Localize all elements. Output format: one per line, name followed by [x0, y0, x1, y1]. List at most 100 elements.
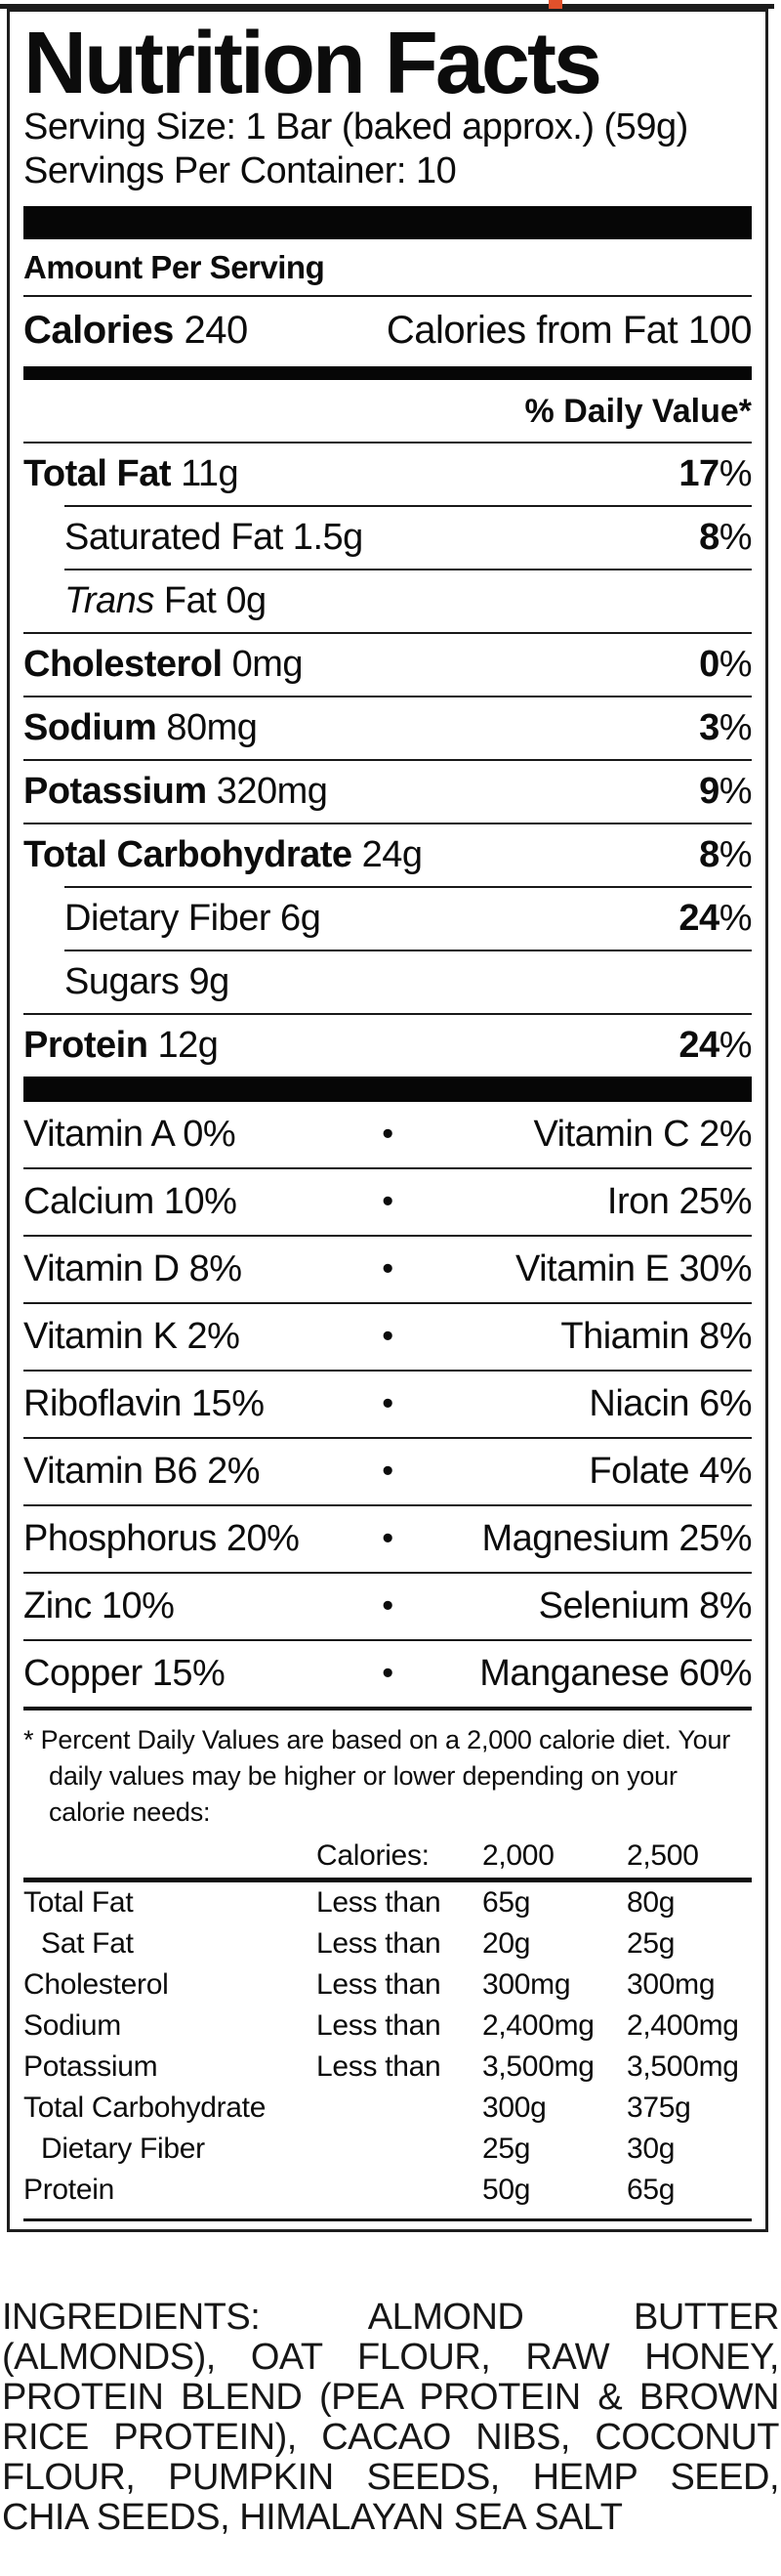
nutrient-name: Protein 12g [23, 1026, 219, 1066]
dv-number: 24 [678, 1025, 719, 1067]
dv-row-2000-value: 25g [482, 2133, 531, 2166]
dv-row-label: Total Fat [23, 1886, 134, 1920]
calories-label: Calories [23, 309, 174, 353]
nutrition-facts-label: Nutrition Facts Serving Size: 1 Bar (bak… [7, 9, 768, 2232]
vitamin-mineral-rows: Vitamin A 0% • Vitamin C 2% Calcium 10% • Iro… [23, 1102, 753, 1707]
nutrient-name: Cholesterol 0mg [23, 645, 304, 685]
dv-number: 24 [678, 898, 719, 940]
dv-table-row: Total Fat Less than 65g 80g [23, 1882, 752, 1923]
dv-row-2500-value: 300mg [627, 1968, 716, 2002]
dv-row-2500-value: 25g [627, 1927, 676, 1961]
servings-per-container-line: Servings Per Container: 10 [23, 150, 457, 192]
bullet-separator: • [382, 1384, 393, 1422]
nutrient-name: Dietary Fiber 6g [23, 899, 321, 939]
nutrient-daily-value: 9% [699, 772, 752, 812]
nutrient-row: Total Carbohydrate 24g 8% [23, 824, 753, 886]
hairline-separator [23, 1235, 752, 1238]
dv-table-row: Cholesterol Less than 300mg 300mg [23, 1964, 752, 2006]
nutrient-row: Saturated Fat 1.5g 8% [23, 507, 753, 569]
hairline-separator [23, 295, 752, 298]
dv-table-row: Sodium Less than 2,400mg 2,400mg [23, 2006, 752, 2047]
vitamin-row: Zinc 10% • Selenium 8% [23, 1574, 753, 1639]
hairline-separator [23, 1013, 752, 1016]
hairline-separator-indented [64, 950, 752, 952]
nutrient-name: Sugars 9g [23, 962, 229, 1002]
hairline-separator [23, 1302, 752, 1305]
dv-number: 0 [699, 644, 719, 686]
daily-value-footnote: * Percent Daily Values are based on a 2,… [23, 1725, 731, 1828]
dv-row-label: Sat Fat [41, 1927, 134, 1961]
dv-row-label: Sodium [23, 2009, 121, 2043]
vitamin-right: Vitamin C 2% [533, 1114, 752, 1156]
dv-percent-sign: % [719, 898, 753, 940]
hairline-separator [23, 1167, 752, 1170]
amount-per-serving-header: Amount Per Serving [23, 249, 325, 286]
dv-table-header: Calories: 2,000 2,500 [23, 1837, 752, 1876]
bullet-separator: • [382, 1519, 393, 1557]
label-title: Nutrition Facts [23, 15, 602, 112]
nutrient-daily-value: 8% [699, 518, 752, 558]
dv-row-qualifier: Less than [316, 2050, 441, 2084]
dv-row-label: Potassium [23, 2050, 158, 2084]
bullet-separator: • [382, 1317, 393, 1355]
dv-row-qualifier: Less than [316, 1927, 441, 1961]
vitamin-right: Magnesium 25% [481, 1518, 752, 1560]
dv-number: 17 [678, 453, 719, 495]
dv-row-2500-value: 30g [627, 2133, 676, 2166]
thick-separator-bar [23, 1077, 752, 1103]
serving-size-line: Serving Size: 1 Bar (baked approx.) (59g… [23, 106, 688, 148]
nutrient-name: Saturated Fat 1.5g [23, 518, 363, 558]
dv-header-2000: 2,000 [482, 1839, 555, 1873]
nutrient-daily-value: 0% [699, 645, 752, 685]
dv-table-row: Sat Fat Less than 20g 25g [23, 1923, 752, 1964]
ingredients-text: INGREDIENTS: ALMOND BUTTER (ALMONDS), OA… [2, 2297, 780, 2538]
vitamin-row: Riboflavin 15% • Niacin 6% [23, 1372, 752, 1437]
nutrient-name: Total Fat 11g [23, 453, 239, 495]
vitamin-row: Vitamin D 8% • Vitamin E 30% [23, 1237, 753, 1302]
vitamin-left: Copper 15% [23, 1653, 226, 1695]
thick-separator-bar [23, 206, 752, 240]
nutrient-daily-value: 8% [699, 835, 752, 875]
calories-value: 240 [184, 309, 248, 353]
vitamin-row: Vitamin K 2% • Thiamin 8% [23, 1304, 752, 1370]
bullet-separator: • [382, 1586, 393, 1625]
nutrient-name: Trans Fat 0g [23, 581, 267, 621]
nutrient-amount: 320mg [206, 771, 328, 813]
nutrient-row: Trans Fat 0g [23, 570, 752, 632]
hairline-separator [23, 1504, 752, 1507]
table-heavy-line [23, 1878, 752, 1883]
vitamin-left: Vitamin B6 2% [23, 1451, 261, 1493]
dv-number: 8 [699, 517, 719, 559]
dv-percent-sign: % [719, 1025, 753, 1067]
dv-row-2000-value: 65g [482, 1886, 531, 1920]
hairline-separator [23, 1639, 752, 1642]
nutrient-name-text: Sugars [64, 961, 180, 1003]
vitamin-right: Niacin 6% [589, 1383, 752, 1425]
nutrient-name-text: Total Fat [23, 453, 172, 495]
hairline-separator [23, 1370, 752, 1372]
nutrient-row: Cholesterol 0mg 0% [23, 634, 753, 696]
vitamin-row: Calcium 10% • Iron 25% [23, 1169, 753, 1235]
dv-percent-sign: % [719, 707, 753, 749]
nutrient-daily-value: 17% [678, 454, 752, 494]
bottom-hairline [23, 2218, 752, 2222]
nutrient-amount: 0g [216, 580, 267, 622]
dv-row-qualifier: Less than [316, 1886, 441, 1920]
vitamin-left: Phosphorus 20% [23, 1518, 300, 1560]
nutrient-row: Protein 12g 24% [23, 1015, 753, 1077]
nutrient-amount: 9g [179, 961, 229, 1003]
vitamin-left: Zinc 10% [23, 1585, 175, 1627]
bullet-separator: • [382, 1452, 393, 1490]
nutrient-daily-value: 24% [678, 899, 752, 939]
dv-row-2000-value: 300g [482, 2091, 547, 2125]
nutrient-name-italic: Trans [64, 580, 154, 622]
vitamin-row: Vitamin A 0% • Vitamin C 2% [23, 1102, 752, 1167]
dv-number: 9 [699, 771, 719, 813]
nutrient-row: Total Fat 11g 17% [23, 443, 753, 505]
hairline-separator [23, 1437, 752, 1440]
hairline-separator-indented [64, 569, 752, 571]
vitamin-left: Vitamin D 8% [23, 1248, 242, 1290]
nutrient-row: Potassium 320mg 9% [23, 761, 753, 823]
dv-table-row: Potassium Less than 3,500mg 3,500mg [23, 2047, 752, 2088]
nutrient-name: Potassium 320mg [23, 771, 328, 813]
